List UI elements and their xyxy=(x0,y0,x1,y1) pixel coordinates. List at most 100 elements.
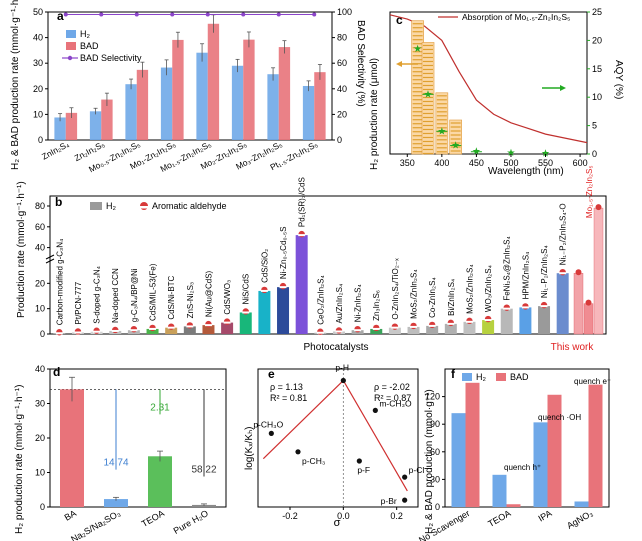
aqy-star-marker: ★ xyxy=(472,147,481,158)
comparison-bar xyxy=(221,322,234,334)
arrow-right-head xyxy=(560,85,566,91)
panel-d: d 0 10 20 30 40 14.74 2.31 58.22 BANa₂S/Na₂SO₃… xyxy=(14,364,227,541)
panel-c-ticks: 350 400 450 500 550 600 0 5 10 15 20 25 xyxy=(400,7,602,168)
comparison-bar xyxy=(426,325,439,334)
panel-b: b 0 10 20 40 60 80 Carbon-modified g-C₃N₄ Pt/P… xyxy=(16,165,607,353)
panel-b-category-label: Ni₁₋P₂/ZnIn₂S₄ xyxy=(540,245,549,298)
comparison-bar xyxy=(519,307,532,334)
this-work-bar xyxy=(583,303,594,335)
aldehyde-marker xyxy=(540,301,548,309)
substituent-label: m-CH₃O xyxy=(379,398,412,408)
panel-e-ticks: -0.2 0.0 0.2 xyxy=(282,507,403,521)
substituent-label: p-H xyxy=(335,363,349,373)
this-work-category-label: Mo₁.₅-Zn₂In₂S₅ xyxy=(585,165,594,218)
aldehyde-marker xyxy=(186,322,194,329)
scavenger-bar xyxy=(60,389,84,507)
panel-a-ytick-label: 30 xyxy=(33,58,43,68)
aldehyde-marker xyxy=(503,304,510,311)
bar-h2 xyxy=(574,501,589,507)
panel-a-xtick-label: ZnIn₂S₄ xyxy=(40,139,71,162)
panel-c-xtick-label: 350 xyxy=(400,158,415,168)
aldehyde-marker xyxy=(279,282,287,290)
panel-c-y2tick-label: 5 xyxy=(592,121,597,131)
legend-swatch-h2-f xyxy=(462,373,472,381)
substituent-label: p-Cl xyxy=(409,465,425,475)
legend-label-selectivity: BAD Selectivity xyxy=(80,53,142,63)
annotation-quench-oh: quench ·OH xyxy=(538,413,581,422)
aldehyde-marker-cut xyxy=(223,321,231,324)
aqy-star-marker: ★ xyxy=(451,140,460,151)
aldehyde-marker-cut xyxy=(465,320,473,323)
panel-f-ylabel: H₂ & BAD production (mmol·g⁻¹) xyxy=(424,389,435,534)
aldehyde-marker xyxy=(447,319,455,327)
panel-a-y2label: BAD Selectivity (%) xyxy=(355,20,366,107)
panel-b-category-label: CdS/MIL-53(Fe) xyxy=(149,263,158,321)
panel-d-xtick-label: Na₂S/Na₂SO₃ xyxy=(69,508,122,541)
panel-d-ytick-label: 40 xyxy=(35,364,45,374)
panel-b-category-label: CdS/SiO₂ xyxy=(260,249,269,283)
panel-a-xlabels: ZnIn₂S₄ Zn₂In₂S₅Mo₀.₅-Zn₂In₂S₅Mo₁-Zn₂In₂S… xyxy=(40,139,319,175)
comparison-bar xyxy=(556,273,569,334)
panel-f-ytick-label: 30 xyxy=(430,474,440,484)
comparison-bar xyxy=(183,326,196,334)
panel-f-letter: f xyxy=(451,367,456,381)
panel-a-y2tick-label: 80 xyxy=(337,33,347,43)
panel-a-frame xyxy=(47,11,333,141)
panel-c-xlabel: Wavelength (nm) xyxy=(488,166,564,177)
legend-label-h2-b: H₂ xyxy=(106,201,116,211)
bar-h2 xyxy=(89,111,102,140)
aldehyde-marker-cut xyxy=(428,324,436,327)
panel-e-xtick-label: -0.2 xyxy=(282,511,298,521)
panel-b-category-label: Carbon-modified g-C₃N₄ xyxy=(55,239,64,326)
bar-bad xyxy=(136,69,149,140)
substituent-label: p-CH₃O xyxy=(253,419,283,429)
panel-c-y2label: AQY (%) xyxy=(613,60,624,99)
bar-bad xyxy=(65,112,78,140)
aldehyde-marker xyxy=(167,323,175,330)
panel-f-xtick-label: TEOA xyxy=(486,508,512,529)
aldehyde-marker xyxy=(112,326,119,334)
panel-a-ylabel: H₂ & BAD production rate (mmol·g⁻¹·h⁻¹) xyxy=(10,0,21,170)
panel-e-points: p-CH₃O p-CH₃ p-H p-F m-CH₃O p-Cl p-Br xyxy=(253,363,424,507)
panel-e-letter: e xyxy=(268,367,275,381)
axis-break-mark xyxy=(45,254,55,260)
panel-e-xtick-label: 0.2 xyxy=(390,511,403,521)
panel-e-ylabel: log(Kₓ/Kₕ) xyxy=(244,427,255,470)
aqy-star-marker: ★ xyxy=(424,89,433,100)
panel-c-xtick-label: 500 xyxy=(503,158,518,168)
selectivity-point xyxy=(241,12,246,17)
panel-b-category-labels: Carbon-modified g-C₃N₄ Pt/PCN-777 S-doped … xyxy=(55,165,594,325)
panel-b-ytick-label: 10 xyxy=(35,304,45,314)
panel-c-xtick-label: 600 xyxy=(573,158,588,168)
panel-b-category-label: FeNi₂S₄@ZnIn₂S₄ xyxy=(503,236,512,300)
panel-f-ytick-label: 0 xyxy=(435,502,440,512)
legend-swatch-bad-f xyxy=(496,373,506,381)
panel-b-category-label: CdS/WO₃ xyxy=(223,280,232,315)
panel-b-ytick-label: 0 xyxy=(40,329,45,339)
aldehyde-marker-cut xyxy=(410,325,418,328)
panel-a-ytick-group: 0 10 20 30 40 50 0 20 40 60 80 100 xyxy=(33,7,352,145)
panel-d-ytick-label: 30 xyxy=(35,399,45,409)
panel-e-xlabel: σ xyxy=(334,517,341,529)
bar-h2 xyxy=(451,413,466,507)
comparison-bar xyxy=(388,327,401,334)
panel-f-ytick-label: 120 xyxy=(425,392,440,402)
panel-c-bars xyxy=(411,20,462,155)
panel-c-letter: c xyxy=(396,13,403,27)
bar-bad xyxy=(207,23,220,140)
panel-b-category-label: S-doped g-C₃N₄ xyxy=(93,266,102,324)
panel-f-frame xyxy=(444,368,610,508)
panel-b-ytick-label: 20 xyxy=(35,278,45,288)
panel-f-ytick-label: 60 xyxy=(430,447,440,457)
panel-c-ylabel: H₂ production rate (μmol) xyxy=(369,58,380,170)
comparison-bar xyxy=(463,321,476,334)
aldehyde-marker-cut xyxy=(204,324,212,327)
panel-b-category-label: Bi/ZnIn₂S₄ xyxy=(447,279,456,316)
panel-b-category-label: Pt/PCN-777 xyxy=(74,281,83,324)
aqy-star-marker: ★ xyxy=(437,126,446,137)
ratio-annotation: 58.22 xyxy=(191,465,216,476)
aldehyde-marker xyxy=(93,327,100,334)
panel-e-xtick-label: 0.0 xyxy=(337,511,350,521)
